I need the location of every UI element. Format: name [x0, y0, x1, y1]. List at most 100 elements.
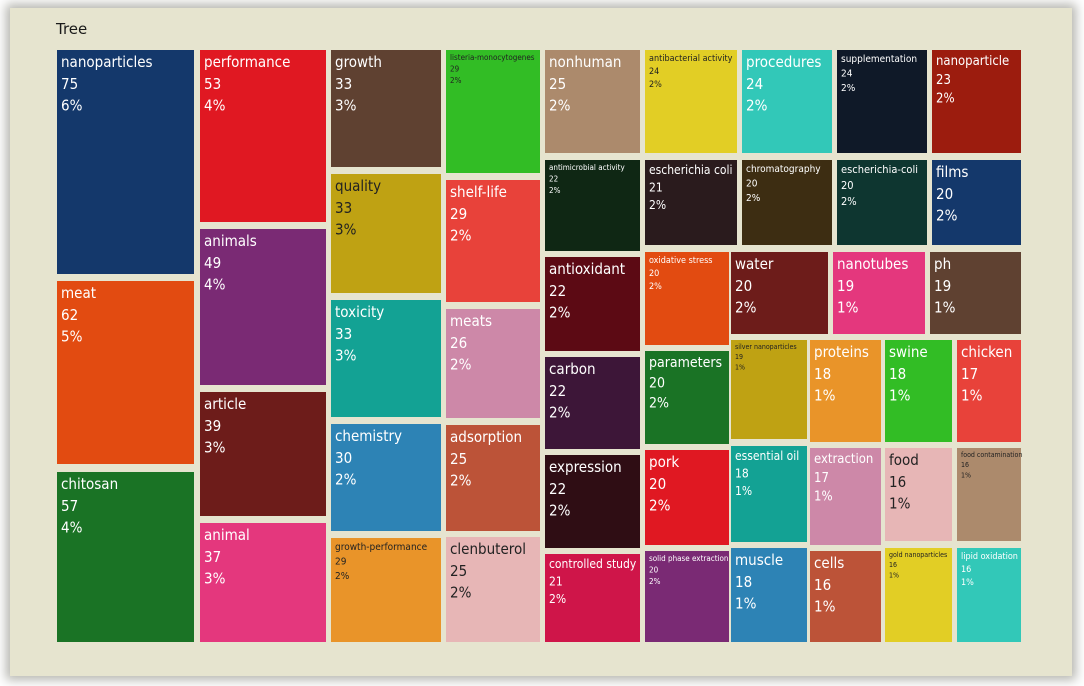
treemap-rect [446, 537, 540, 642]
treemap-rect [545, 357, 640, 449]
treemap-rect [810, 551, 881, 642]
treemap-rect [545, 554, 640, 642]
treemap-rect [645, 252, 729, 345]
cell-value: 18 [735, 573, 752, 591]
cell-label: antioxidant [549, 260, 625, 278]
cell-percent: 2% [450, 356, 472, 374]
cell-label: quality [335, 177, 381, 195]
cell-label: gold nanoparticles [889, 551, 947, 559]
treemap-rect [545, 160, 640, 251]
treemap-rect [545, 257, 640, 351]
cell-label: nanoparticle [936, 54, 1009, 69]
treemap-cell-nanoparticle: nanoparticle 23 2% [932, 50, 1021, 153]
cell-percent: 1% [961, 578, 974, 588]
treemap-rect [57, 472, 194, 642]
cell-label: supplementation [841, 54, 917, 65]
cell-label: ph [934, 255, 951, 273]
treemap-rect [731, 548, 807, 642]
cell-label: nonhuman [549, 53, 621, 71]
cell-value: 16 [961, 565, 971, 575]
cell-percent: 4% [204, 97, 226, 115]
treemap-rect [645, 351, 729, 444]
cell-value: 75 [61, 75, 78, 93]
cell-percent: 2% [549, 404, 571, 422]
cell-value: 20 [649, 269, 659, 279]
cell-value: 57 [61, 497, 78, 515]
treemap-cell-films: films 20 2% [932, 160, 1021, 245]
treemap-cell-nanoparticles: nanoparticles 75 6% [57, 50, 194, 274]
treemap-cell-antimicrobial-activity: antimicrobial activity 22 2% [545, 160, 640, 251]
treemap-cell-proteins: proteins 18 1% [810, 340, 881, 442]
cell-percent: 1% [814, 387, 836, 405]
treemap-cell-nonhuman: nonhuman 25 2% [545, 50, 640, 153]
treemap-cell-escherichia-coli: escherichia-coli 20 2% [837, 160, 927, 245]
cell-percent: 2% [936, 207, 958, 225]
cell-percent: 4% [61, 519, 83, 537]
treemap-cell-quality: quality 33 3% [331, 174, 441, 293]
cell-label: lipid oxidation [961, 552, 1018, 562]
treemap-rect [837, 160, 927, 245]
treemap-cell-cells: cells 16 1% [810, 551, 881, 642]
treemap-rect [331, 50, 441, 167]
treemap-rect [446, 50, 540, 173]
cell-value: 20 [735, 277, 752, 295]
treemap-cell-performance: performance 53 4% [200, 50, 326, 222]
cell-percent: 4% [204, 276, 226, 294]
cell-label: shelf-life [450, 183, 507, 201]
cell-label: controlled study [549, 557, 637, 571]
treemap-cell-muscle: muscle 18 1% [731, 548, 807, 642]
treemap-rect [885, 548, 952, 642]
treemap-rect [731, 446, 807, 542]
cell-value: 22 [549, 480, 566, 498]
treemap-cell-procedures: procedures 24 2% [742, 50, 832, 153]
treemap-rect [200, 229, 326, 385]
treemap-cell-chemistry: chemistry 30 2% [331, 424, 441, 531]
cell-label: muscle [735, 551, 783, 569]
cell-percent: 2% [335, 571, 350, 582]
treemap-rect [331, 174, 441, 293]
treemap-rect [810, 340, 881, 442]
treemap-cell-clenbuterol: clenbuterol 25 2% [446, 537, 540, 642]
cell-value: 30 [335, 449, 352, 467]
treemap-rect [446, 180, 540, 302]
cell-label: antimicrobial activity [549, 163, 625, 172]
cell-label: essential oil [735, 449, 799, 463]
treemap-rect [930, 252, 1021, 334]
cell-value: 22 [549, 382, 566, 400]
cell-value: 20 [649, 566, 659, 575]
cell-label: solid phase extraction [649, 554, 729, 563]
cell-value: 16 [814, 576, 831, 594]
cell-label: chitosan [61, 475, 118, 493]
cell-percent: 2% [841, 83, 856, 94]
cell-percent: 2% [450, 584, 472, 602]
treemap-cell-escherichia-coli: escherichia coli 21 2% [645, 160, 737, 245]
cell-percent: 6% [61, 97, 83, 115]
cell-value: 24 [841, 69, 853, 80]
treemap-cell-carbon: carbon 22 2% [545, 357, 640, 449]
treemap-cell-shelf-life: shelf-life 29 2% [446, 180, 540, 302]
cell-percent: 2% [746, 193, 761, 204]
cell-percent: 2% [450, 472, 472, 490]
cell-value: 17 [961, 365, 978, 383]
cell-percent: 2% [549, 97, 571, 115]
treemap-cell-expression: expression 22 2% [545, 455, 640, 548]
cell-percent: 1% [889, 571, 899, 579]
treemap-rect [331, 538, 441, 642]
cell-value: 33 [335, 75, 352, 93]
cell-label: cells [814, 554, 844, 572]
treemap-cell-ph: ph 19 1% [930, 252, 1021, 334]
treemap-rect [957, 448, 1021, 541]
cell-value: 18 [814, 365, 831, 383]
cell-label: water [735, 255, 774, 273]
cell-percent: 1% [961, 471, 971, 479]
cell-value: 24 [649, 67, 659, 77]
cell-percent: 1% [735, 363, 745, 371]
cell-label: pork [649, 453, 679, 471]
treemap-cell-animals: animals 49 4% [200, 229, 326, 385]
treemap-rect [200, 523, 326, 642]
cell-percent: 1% [814, 598, 836, 616]
treemap-rect [957, 340, 1021, 442]
cell-value: 39 [204, 417, 221, 435]
cell-label: food [889, 451, 919, 469]
cell-percent: 2% [649, 396, 669, 412]
